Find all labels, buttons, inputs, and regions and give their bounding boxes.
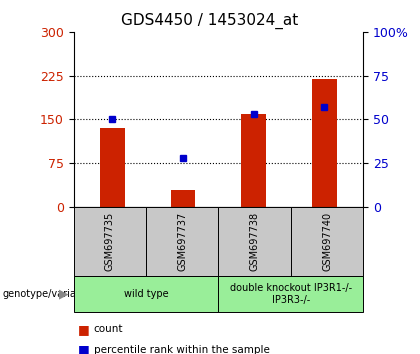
Text: percentile rank within the sample: percentile rank within the sample (94, 345, 270, 354)
Bar (312, 79, 337, 207)
Bar (171, 190, 195, 207)
Text: GSM697737: GSM697737 (177, 212, 187, 271)
Text: GSM697740: GSM697740 (322, 212, 332, 271)
Bar (100, 128, 125, 207)
Text: count: count (94, 324, 123, 334)
Text: ■: ■ (78, 343, 89, 354)
Text: double knockout IP3R1-/-
IP3R3-/-: double knockout IP3R1-/- IP3R3-/- (230, 283, 352, 305)
Text: GSM697735: GSM697735 (105, 212, 115, 271)
Text: genotype/variation: genotype/variation (2, 289, 95, 299)
Text: GDS4450 / 1453024_at: GDS4450 / 1453024_at (121, 12, 299, 29)
Text: wild type: wild type (123, 289, 168, 299)
Text: GSM697738: GSM697738 (249, 212, 260, 271)
Text: ▶: ▶ (59, 287, 68, 300)
Bar (241, 114, 266, 207)
Text: ■: ■ (78, 323, 89, 336)
